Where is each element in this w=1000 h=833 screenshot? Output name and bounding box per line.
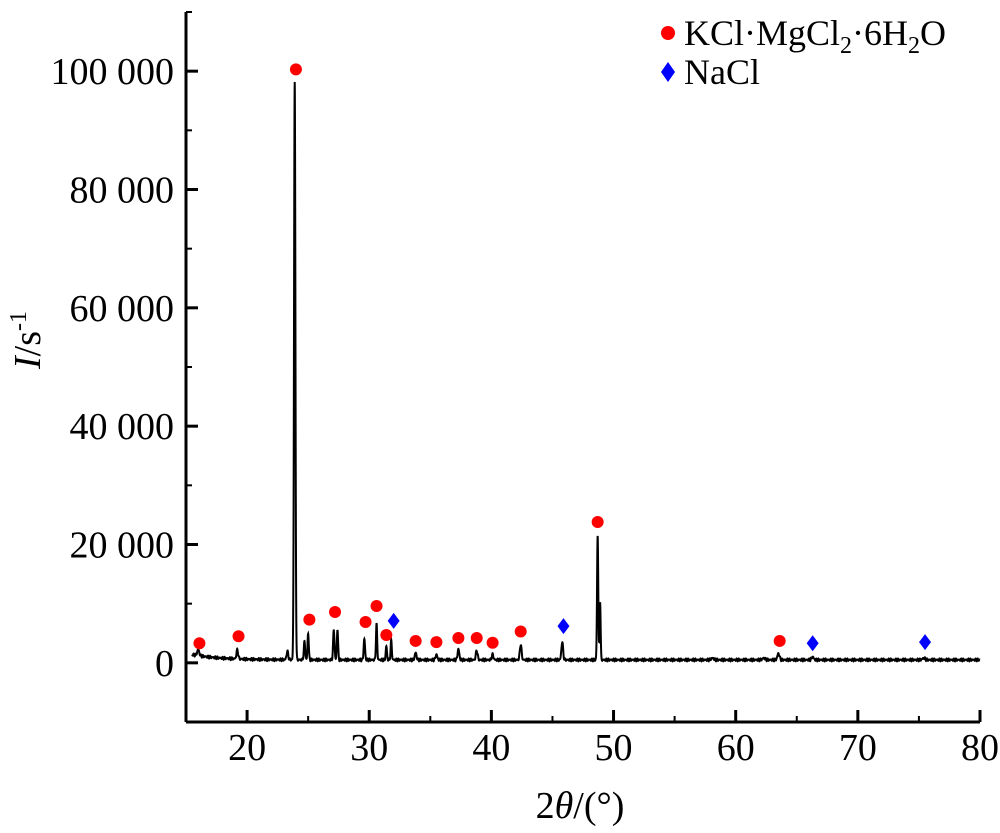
x-tick-label: 50 — [595, 727, 633, 769]
legend-label-kcl-mgcl2: KCl·MgCl2·6H2O — [684, 13, 946, 59]
kcl-mgcl2-peak-marker — [193, 637, 206, 650]
kcl-mgcl2-peak-marker — [486, 636, 499, 649]
nacl-peak-marker — [806, 635, 819, 652]
kcl-mgcl2-peak-marker — [430, 636, 443, 649]
y-tick-label: 0 — [155, 643, 174, 685]
kcl-mgcl2-peak-marker — [289, 63, 302, 76]
kcl-mgcl2-peak-marker — [370, 600, 383, 613]
kcl-mgcl2-peak-marker — [514, 625, 527, 638]
kcl-mgcl2-peak-marker — [359, 616, 372, 629]
y-tick-label: 40 000 — [70, 406, 175, 448]
y-axis-title: I/s-1 — [6, 311, 49, 370]
x-tick-label: 30 — [350, 727, 388, 769]
x-tick-label: 20 — [228, 727, 266, 769]
tick-labels: 0 20 000 40 000 60 000 80 000 100 000 20 30 40 50… — [51, 51, 1000, 769]
kcl-mgcl2-peak-marker — [232, 630, 245, 643]
y-tick-label: 60 000 — [70, 288, 175, 330]
x-tick-label: 60 — [717, 727, 755, 769]
x-axis-title: 2θ/(°) — [536, 785, 625, 827]
kcl-mgcl2-peak-marker — [470, 631, 483, 644]
y-tick-label: 100 000 — [51, 51, 175, 93]
y-tick-label: 80 000 — [70, 170, 175, 212]
nacl-peak-marker — [557, 618, 570, 635]
ticks — [185, 11, 982, 723]
kcl-mgcl2-peak-marker — [303, 613, 316, 626]
legend-label-nacl: NaCl — [684, 52, 760, 92]
nacl-peak-marker — [387, 612, 400, 629]
legend-circle-marker — [661, 26, 675, 40]
legend-diamond-marker — [661, 62, 675, 82]
kcl-mgcl2-peak-marker — [773, 634, 786, 647]
y-tick-label: 20 000 — [70, 525, 175, 567]
kcl-mgcl2-peak-marker — [452, 631, 465, 644]
peak-markers — [193, 63, 932, 652]
kcl-mgcl2-peak-marker — [329, 605, 342, 618]
x-tick-label: 40 — [472, 727, 510, 769]
nacl-peak-marker — [919, 634, 932, 651]
xrd-pattern-line — [191, 82, 981, 663]
kcl-mgcl2-peak-marker — [380, 629, 393, 642]
kcl-mgcl2-peak-marker — [591, 516, 604, 529]
x-tick-label: 70 — [839, 727, 877, 769]
legend: KCl·MgCl2·6H2O NaCl — [661, 13, 946, 92]
kcl-mgcl2-peak-marker — [409, 634, 422, 647]
x-tick-label: 80 — [961, 727, 999, 769]
